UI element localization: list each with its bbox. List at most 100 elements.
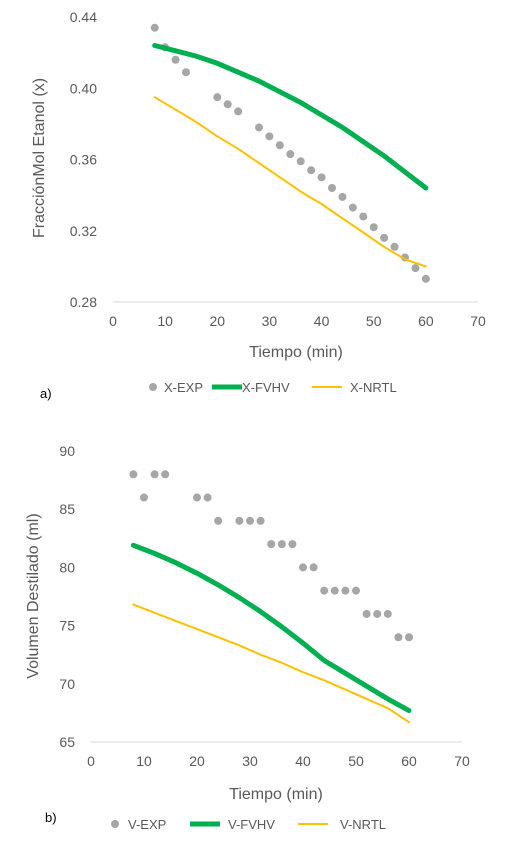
y-axis-title: Volumen Destilado (ml) <box>25 513 42 678</box>
series-v-exp <box>129 470 413 642</box>
series-x-exp <box>150 23 430 283</box>
data-point <box>390 242 399 251</box>
data-point <box>182 68 190 77</box>
panel-label: a) <box>40 386 52 401</box>
x-tick-label: 60 <box>418 313 434 329</box>
y-tick-label: 70 <box>59 676 75 692</box>
data-point <box>256 516 265 525</box>
data-point <box>330 586 339 595</box>
y-tick-label: 75 <box>59 618 75 634</box>
data-point <box>150 23 159 32</box>
data-point <box>213 93 222 102</box>
x-tick-label: 10 <box>157 313 173 329</box>
data-point <box>352 586 360 595</box>
data-point <box>150 470 159 479</box>
data-point <box>203 493 212 502</box>
x-axis-title: Tiempo (min) <box>229 786 323 803</box>
data-point <box>383 609 392 618</box>
legend-label: V-EXP <box>128 817 166 832</box>
data-point <box>286 150 295 159</box>
data-point <box>328 184 336 192</box>
data-point <box>307 166 316 175</box>
data-point <box>338 192 347 201</box>
data-point <box>317 173 326 182</box>
x-tick-label: 40 <box>314 313 330 329</box>
data-point <box>277 540 286 549</box>
data-point <box>255 123 263 132</box>
data-point <box>288 540 297 549</box>
data-point <box>296 157 305 166</box>
data-point <box>234 107 243 116</box>
y-tick-label: 90 <box>59 443 75 459</box>
data-point <box>129 470 138 479</box>
data-point <box>299 563 307 572</box>
series-line <box>152 43 429 191</box>
data-point <box>359 212 368 221</box>
data-point <box>348 203 357 212</box>
x-tick-label: 60 <box>401 753 417 769</box>
y-tick-label: 65 <box>59 734 75 750</box>
data-point <box>235 516 244 525</box>
series-line <box>130 542 412 714</box>
data-point <box>380 233 389 242</box>
y-tick-label: 0.40 <box>70 80 97 96</box>
data-point <box>246 516 254 525</box>
x-tick-label: 20 <box>189 753 205 769</box>
data-point <box>320 586 329 595</box>
series-x-fvhv <box>152 43 429 191</box>
data-point <box>373 609 382 618</box>
y-axis-title: FracciónMol Etanol (x) <box>31 78 48 238</box>
y-tick-label: 0.32 <box>70 223 97 239</box>
x-tick-label: 70 <box>470 313 486 329</box>
y-tick-label: 0.28 <box>70 294 97 310</box>
data-point <box>369 223 378 232</box>
x-tick-label: 20 <box>209 313 225 329</box>
series-line <box>132 603 410 724</box>
legend-marker <box>149 383 157 391</box>
x-tick-label: 0 <box>109 313 117 329</box>
x-tick-label: 10 <box>136 753 152 769</box>
data-point <box>309 563 318 572</box>
data-point <box>341 586 350 595</box>
data-point <box>362 609 371 618</box>
data-point <box>394 633 403 642</box>
y-tick-label: 0.44 <box>70 9 97 25</box>
legend-label: V-NRTL <box>340 817 386 832</box>
x-tick-label: 50 <box>348 753 364 769</box>
data-point <box>171 55 180 64</box>
chart-panel-1: 0 10 20 30 40 50 60 70 65 70 75 80 85 90 Tiempo (min) V… <box>25 443 470 832</box>
data-point <box>161 470 170 479</box>
y-tick-label: 85 <box>59 501 75 517</box>
y-tick-label: 0.36 <box>70 152 97 168</box>
data-point <box>140 493 148 502</box>
series-x-nrtl <box>153 96 427 268</box>
x-tick-label: 50 <box>366 313 382 329</box>
x-axis-title: Tiempo (min) <box>249 344 343 361</box>
legend-label: X-NRTL <box>350 380 397 395</box>
x-tick-label: 70 <box>454 753 470 769</box>
legend-marker <box>111 820 119 828</box>
panel-label: b) <box>45 810 57 825</box>
series-line <box>153 96 427 268</box>
legend-label: V-FVHV <box>228 817 275 832</box>
data-point <box>275 141 284 150</box>
x-tick-label: 0 <box>87 753 95 769</box>
data-point <box>411 264 420 273</box>
series-v-nrtl <box>132 603 410 724</box>
data-point <box>265 132 274 141</box>
data-point <box>214 516 223 525</box>
data-point <box>223 100 232 109</box>
data-point <box>405 633 413 642</box>
data-point <box>193 493 201 502</box>
legend-label: X-EXP <box>164 380 203 395</box>
x-tick-label: 30 <box>262 313 278 329</box>
x-tick-label: 40 <box>295 753 311 769</box>
data-point <box>421 274 430 283</box>
series-v-fvhv <box>130 542 412 714</box>
legend-label: X-FVHV <box>242 380 290 395</box>
x-tick-label: 30 <box>242 753 258 769</box>
chart-panel-0: 0 10 20 30 40 50 60 70 0.28 0.32 0.36 0.40 0.44 Tiemp… <box>31 9 486 401</box>
y-tick-label: 80 <box>59 559 75 575</box>
data-point <box>267 540 276 549</box>
